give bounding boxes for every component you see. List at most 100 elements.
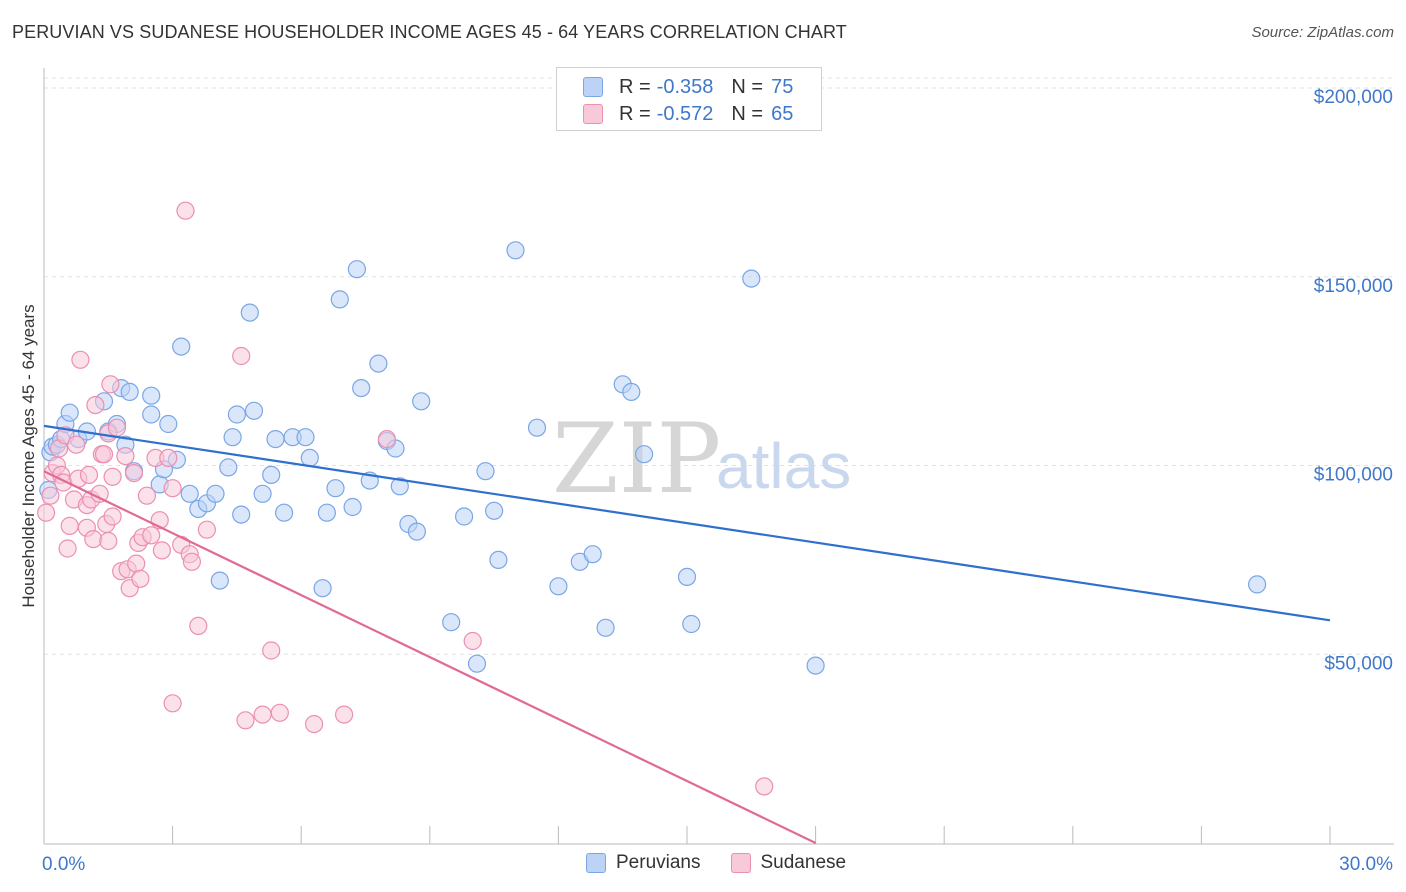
data-point (583, 545, 602, 564)
data-point (227, 405, 246, 424)
y-tick-labels: $50,000 $100,000 $150,000 $200,000 (1314, 87, 1393, 674)
legend-r-label: R = (619, 75, 651, 98)
data-point (244, 401, 264, 420)
data-point (58, 539, 77, 558)
x-tick-labels: 0.0% 30.0% (42, 854, 1393, 875)
data-point (232, 346, 251, 366)
data-point (352, 379, 371, 398)
data-point (266, 430, 285, 449)
legend-r-value: -0.358 (656, 75, 714, 98)
legend-n-value: 75 (771, 75, 794, 98)
legend-n-label: N = (731, 75, 764, 98)
data-point (755, 777, 774, 796)
data-point (313, 579, 332, 598)
source-label: Source: ZipAtlas.com (1251, 24, 1394, 41)
data-point (120, 382, 139, 401)
data-point (262, 641, 281, 660)
data-point (152, 541, 171, 560)
legend-swatch-sudanese (583, 104, 603, 124)
y-axis-label: Householder Income Ages 45 - 64 years (19, 304, 38, 607)
data-point (142, 405, 161, 424)
data-point (219, 458, 238, 477)
trend-line-sudanese (43, 470, 817, 844)
data-point (60, 516, 79, 536)
data-point (253, 484, 272, 503)
data-point (99, 531, 118, 551)
data-point (107, 418, 127, 437)
data-point (455, 507, 474, 526)
data-point (377, 430, 396, 449)
data-point (101, 375, 120, 394)
data-point (94, 445, 114, 464)
data-point (270, 703, 289, 722)
data-point (67, 435, 86, 454)
legend-r-value: -0.572 (656, 102, 714, 125)
trend-line-peruvians (43, 424, 1331, 622)
data-point (369, 354, 388, 373)
data-point (124, 464, 144, 483)
data-point (240, 303, 259, 322)
data-point (806, 656, 825, 675)
data-point (489, 550, 508, 570)
data-point (163, 694, 182, 713)
data-point (326, 479, 345, 498)
data-point (79, 465, 99, 484)
data-point (210, 571, 229, 590)
trend-lines (43, 424, 1331, 844)
legend-row-peruvians: R = -0.358 N = 75 (583, 74, 793, 100)
data-point (442, 613, 461, 632)
data-point (103, 467, 122, 486)
data-point (330, 290, 349, 309)
data-point (86, 396, 105, 415)
data-point (131, 569, 150, 588)
y-tick-label: $200,000 (1314, 87, 1393, 108)
data-point (182, 552, 201, 571)
data-point (137, 486, 156, 505)
legend-swatch-peruvians (586, 853, 606, 873)
data-point (236, 711, 255, 730)
data-point (682, 614, 701, 634)
data-point (596, 618, 615, 637)
data-point (84, 529, 103, 549)
data-point (172, 337, 191, 356)
data-point (180, 484, 199, 503)
legend-r-label: R = (619, 102, 651, 125)
data-point (305, 714, 324, 734)
legend-item-peruvians: Peruvians (586, 852, 701, 874)
data-point (142, 386, 161, 405)
data-point (463, 631, 482, 651)
stats-legend: R = -0.358 N = 75 R = -0.572 N = 65 (556, 67, 822, 131)
data-point (300, 448, 319, 467)
data-point (71, 350, 90, 369)
data-point (343, 497, 362, 517)
data-point (189, 616, 208, 636)
data-point (407, 522, 426, 541)
data-point (742, 269, 761, 288)
data-point (163, 479, 182, 498)
data-point (142, 526, 161, 545)
legend-label-peruvians: Peruvians (616, 852, 701, 873)
data-point (390, 477, 409, 496)
data-point (176, 201, 195, 220)
data-point (60, 403, 79, 422)
legend-n-value: 65 (771, 102, 794, 125)
data-point (467, 654, 487, 673)
chart-title: PERUVIAN VS SUDANESE HOUSEHOLDER INCOME … (12, 22, 847, 42)
x-tick-label: 30.0% (1339, 854, 1393, 875)
series-sudanese-points (36, 201, 774, 796)
legend-swatch-sudanese (730, 853, 751, 873)
data-point (197, 520, 216, 539)
data-point (296, 428, 315, 447)
data-point (317, 503, 336, 522)
data-point (1247, 575, 1267, 594)
data-point (622, 382, 641, 401)
data-point (634, 445, 654, 464)
data-point (223, 428, 242, 447)
data-point (253, 705, 272, 724)
data-point (103, 507, 122, 526)
data-point (36, 503, 56, 522)
data-point (159, 414, 178, 434)
data-point (262, 465, 281, 484)
data-point (506, 241, 525, 260)
